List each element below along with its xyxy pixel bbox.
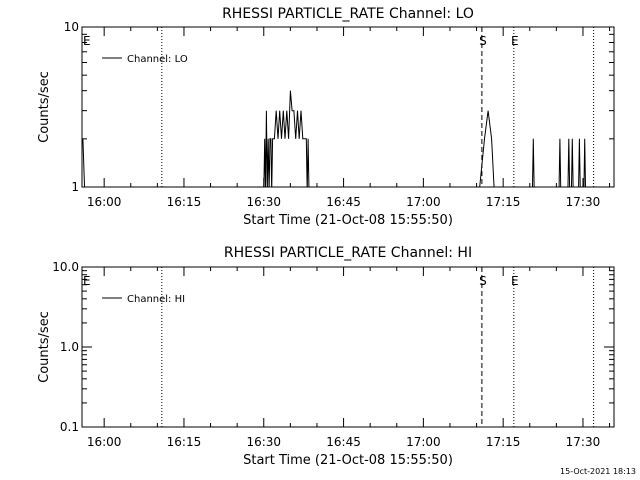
event-marker-label: E bbox=[83, 34, 91, 48]
x-tick-label: 16:45 bbox=[326, 195, 361, 209]
x-axis-label: Start Time (21-Oct-08 15:55:50) bbox=[243, 453, 453, 468]
x-tick-label: 16:15 bbox=[167, 435, 202, 449]
x-tick-label: 16:00 bbox=[87, 435, 122, 449]
x-tick-label: 17:00 bbox=[406, 435, 441, 449]
legend-label: Channel: HI bbox=[127, 294, 185, 305]
x-tick-label: 16:00 bbox=[87, 195, 122, 209]
x-tick-label: 16:30 bbox=[246, 195, 281, 209]
plot-frame bbox=[81, 26, 615, 188]
chart-title: RHESSI PARTICLE_RATE Channel: HI bbox=[224, 245, 472, 261]
event-marker-label: E bbox=[83, 274, 91, 288]
y-tick-label: 1 bbox=[71, 180, 79, 194]
x-tick-label: 17:00 bbox=[406, 195, 441, 209]
x-tick-label: 17:30 bbox=[566, 195, 601, 209]
x-tick-label: 17:15 bbox=[486, 195, 521, 209]
x-tick-label: 17:15 bbox=[486, 435, 521, 449]
x-tick-label: 17:30 bbox=[566, 435, 601, 449]
x-axis-label: Start Time (21-Oct-08 15:55:50) bbox=[243, 213, 453, 228]
y-tick-label: 0.1 bbox=[60, 420, 79, 434]
y-tick-label: 1.0 bbox=[60, 340, 79, 354]
panel-hi: RHESSI PARTICLE_RATE Channel: HI Counts/s… bbox=[37, 245, 615, 468]
y-axis-label: Counts/sec bbox=[37, 71, 52, 143]
chart-title: RHESSI PARTICLE_RATE Channel: LO bbox=[222, 6, 474, 22]
event-marker-label: E bbox=[511, 274, 519, 288]
event-marker-label: E bbox=[511, 34, 519, 48]
panel-lo: RHESSI PARTICLE_RATE Channel: LO Counts/s… bbox=[37, 6, 615, 228]
footer-timestamp: 15-Oct-2021 18:13 bbox=[560, 467, 636, 476]
event-marker-label: S bbox=[479, 274, 487, 288]
legend-label: Channel: LO bbox=[127, 54, 188, 65]
y-tick-label: 10.0 bbox=[52, 260, 79, 274]
x-tick-label: 16:45 bbox=[326, 435, 361, 449]
y-axis-label: Counts/sec bbox=[37, 311, 52, 383]
x-tick-label: 16:30 bbox=[246, 435, 281, 449]
event-marker-label: S bbox=[479, 34, 487, 48]
series-line bbox=[82, 90, 587, 187]
x-tick-label: 16:15 bbox=[167, 195, 202, 209]
y-tick-label: 10 bbox=[64, 20, 79, 34]
